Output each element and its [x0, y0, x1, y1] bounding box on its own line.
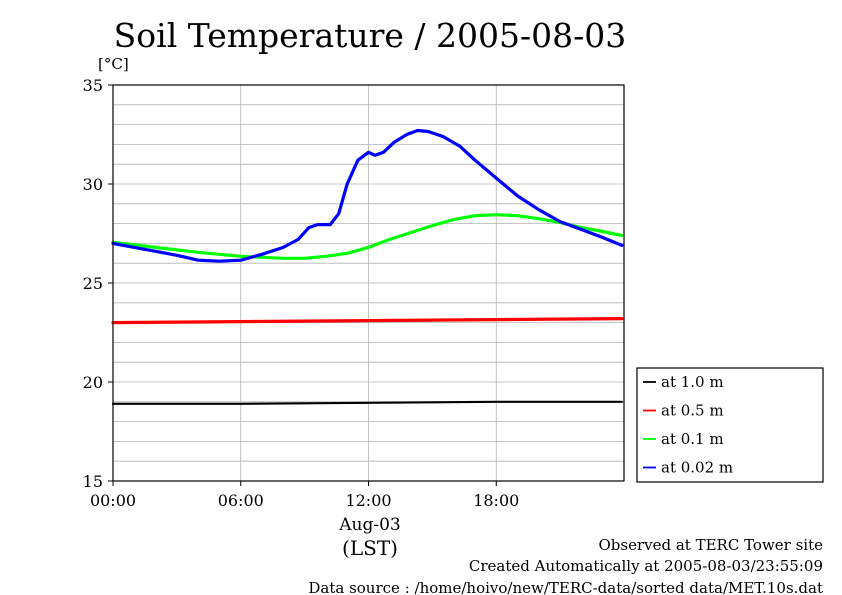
x-axis-date-label: Aug-03	[338, 515, 400, 535]
series-line	[111, 128, 624, 263]
footer-observed: Observed at TERC Tower site	[598, 536, 823, 554]
legend-label: at 0.1 m	[661, 430, 724, 448]
legend-label: at 1.0 m	[661, 373, 724, 391]
footer-created: Created Automatically at 2005-08-03/23:5…	[469, 557, 823, 575]
chart-title: Soil Temperature / 2005-08-03	[114, 16, 627, 55]
legend-box	[636, 367, 824, 483]
legend: at 1.0 m at 0.5 m at 0.1 m at 0.02 m	[636, 367, 824, 483]
grid-lines	[113, 85, 624, 481]
plot-frame	[112, 84, 625, 482]
y-axis-ticks: 15 20 25 30 35	[83, 76, 113, 491]
series-line	[111, 400, 624, 405]
series-line	[111, 317, 624, 325]
x-tick-label: 12:00	[345, 491, 391, 510]
footer-data-source: Data source : /home/hoivo/new/TERC-data/…	[308, 579, 823, 595]
y-tick-label: 20	[83, 373, 103, 392]
x-axis-timezone-label: (LST)	[342, 536, 398, 560]
y-axis-unit: [°C]	[98, 55, 129, 73]
y-tick-label: 15	[83, 472, 103, 491]
x-tick-label: 00:00	[90, 491, 136, 510]
x-axis-ticks: 00:00 06:00 12:00 18:00	[90, 481, 519, 510]
legend-label: at 0.02 m	[661, 459, 733, 477]
legend-label: at 0.5 m	[661, 402, 724, 420]
y-tick-label: 25	[83, 274, 103, 293]
series-lines	[111, 128, 624, 405]
y-tick-label: 30	[83, 175, 103, 194]
x-tick-label: 06:00	[218, 491, 264, 510]
y-tick-label: 35	[83, 76, 103, 95]
series-line	[111, 213, 624, 260]
x-tick-label: 18:00	[473, 491, 519, 510]
